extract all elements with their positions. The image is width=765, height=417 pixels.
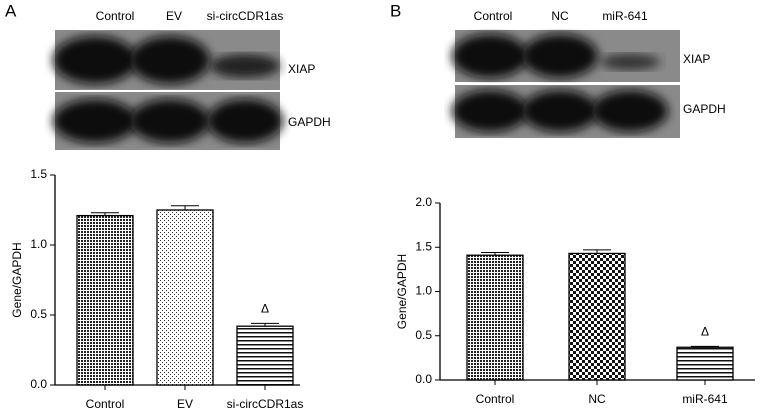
bar [156,209,214,386]
bar [676,346,734,381]
y-tick-label: 0.5 [415,328,432,342]
y-tick-label: 1.5 [415,239,432,253]
x-tick-label: si-circCDR1as [227,397,304,411]
lane-label: Control [96,9,135,23]
y-tick-label: 1.0 [415,284,432,298]
y-tick-label: 0.0 [415,372,432,386]
lane-label: NC [551,9,569,23]
bar [466,254,524,381]
lane-label: si-circCDR1as [207,9,284,23]
bar [76,214,134,386]
band-label: XIAP [288,62,315,76]
band-label: XIAP [683,52,710,66]
annotation: Δ [701,325,709,339]
y-axis-label: Gene/GAPDH [10,242,24,317]
blot-a [53,30,283,150]
bar [236,325,294,386]
x-tick-label: miR-641 [682,392,728,406]
lane-label: EV [166,9,182,23]
band-label: GAPDH [288,115,331,129]
x-tick-label: EV [177,397,193,411]
annotation: Δ [261,302,269,316]
bar [568,252,626,381]
lane-label: Control [474,9,513,23]
blot-b [452,30,680,138]
x-tick-label: Control [476,392,515,406]
y-tick-label: 2.0 [415,195,432,209]
y-tick-label: 1.0 [30,237,47,251]
x-tick-label: NC [588,392,606,406]
y-tick-label: 0.5 [30,307,47,321]
band-label: GAPDH [683,102,726,116]
y-tick-label: 0.0 [30,377,47,391]
y-tick-label: 1.5 [30,167,47,181]
lane-label: miR-641 [602,9,648,23]
panel-label: B [390,1,401,20]
x-tick-label: Control [86,397,125,411]
panel-label: A [5,1,17,20]
y-axis-label: Gene/GAPDH [395,254,409,329]
